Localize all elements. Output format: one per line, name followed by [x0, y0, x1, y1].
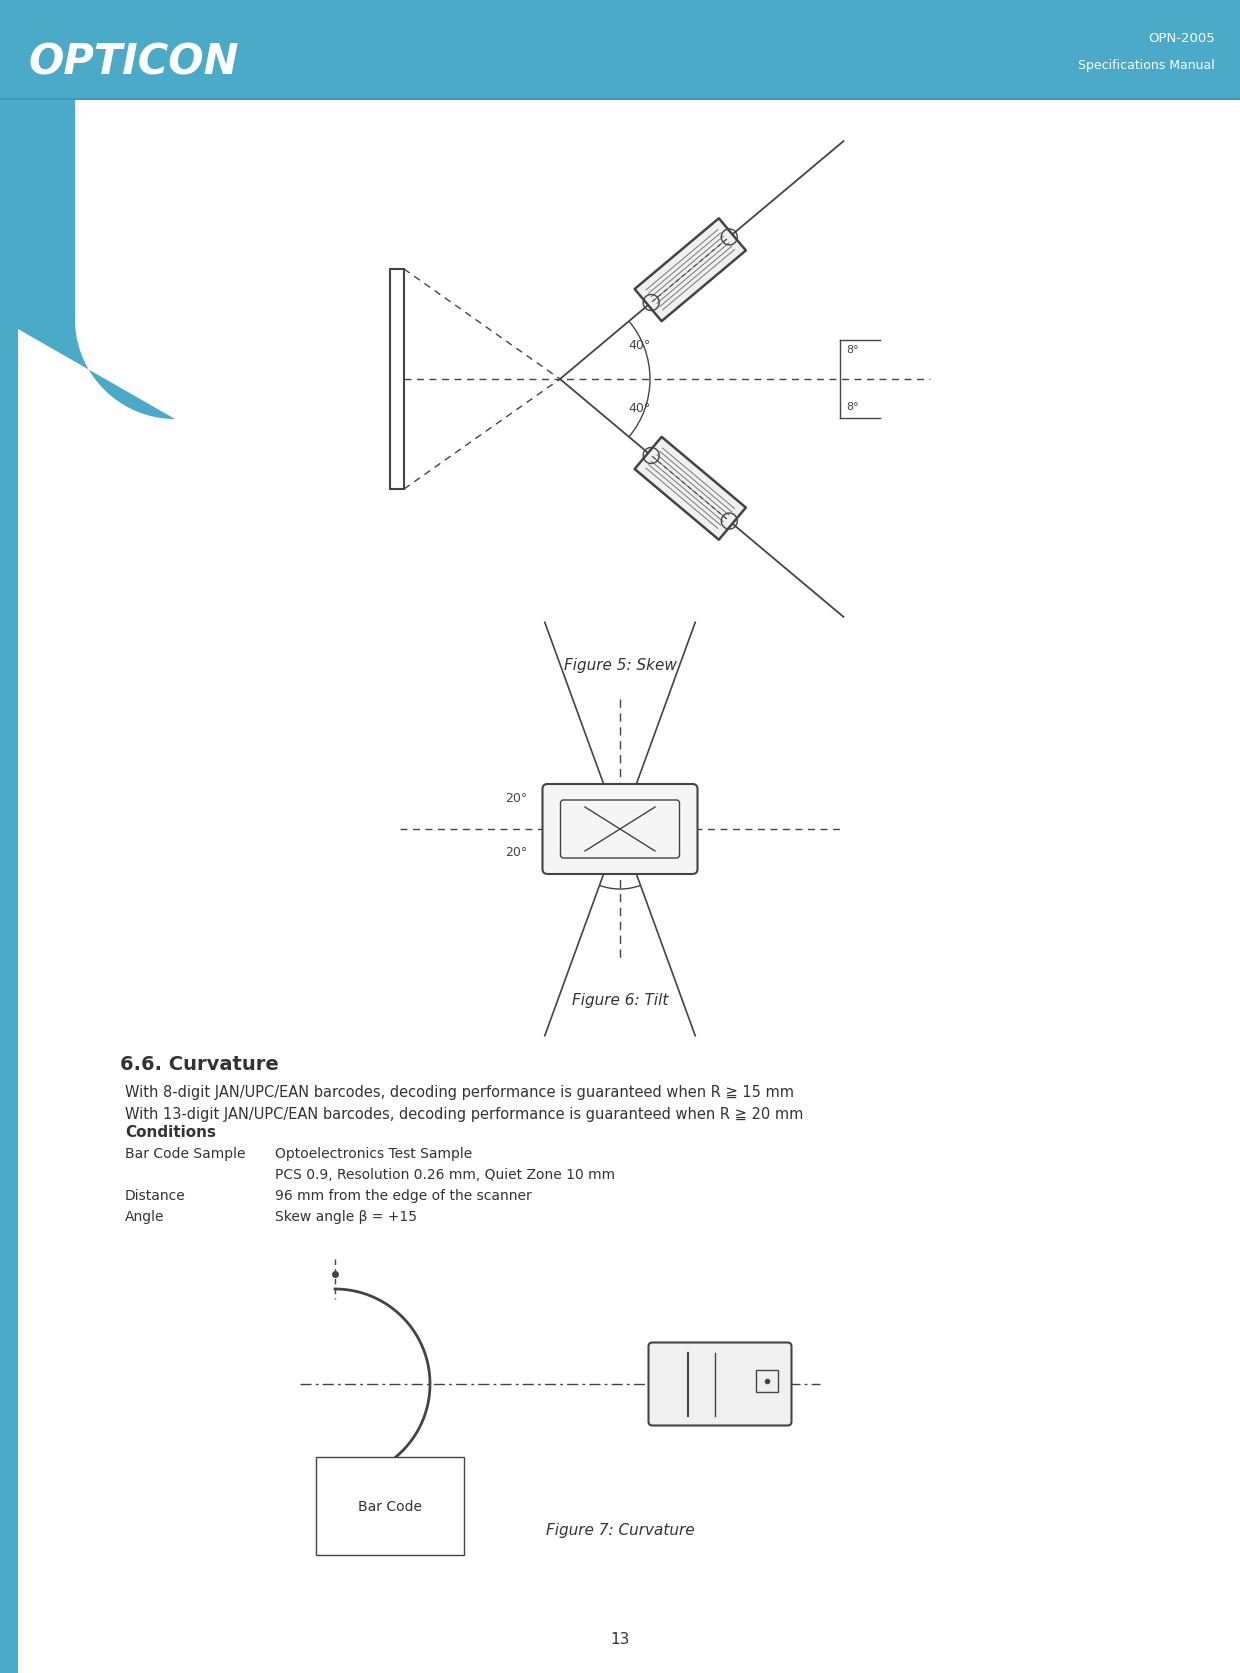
- Text: 8°: 8°: [846, 402, 858, 412]
- Text: Skew angle β = +15: Skew angle β = +15: [275, 1210, 417, 1223]
- Bar: [0, 1051, 19, 1077]
- Bar: [0, 375, 19, 402]
- Bar: [391, 269, 404, 490]
- Bar: [0, 1511, 19, 1537]
- Polygon shape: [635, 438, 745, 540]
- Text: Specifications Manual: Specifications Manual: [1079, 59, 1215, 72]
- Bar: [0, 888, 19, 915]
- Bar: [0, 1131, 19, 1159]
- Bar: [0, 1186, 19, 1213]
- Bar: [0, 1159, 19, 1186]
- Bar: [0, 835, 19, 862]
- Text: Angle: Angle: [125, 1210, 165, 1223]
- Text: With 13-digit JAN/UPC/EAN barcodes, decoding performance is guaranteed when R ≧ : With 13-digit JAN/UPC/EAN barcodes, deco…: [125, 1106, 804, 1121]
- Bar: [0, 1213, 19, 1240]
- Bar: [0, 564, 19, 591]
- Bar: [0, 100, 74, 320]
- Bar: [0, 726, 19, 753]
- Bar: [0, 428, 19, 455]
- Bar: [0, 1266, 19, 1295]
- Bar: [0, 644, 19, 671]
- Polygon shape: [635, 219, 745, 321]
- Text: Distance: Distance: [125, 1188, 186, 1203]
- Text: 40°: 40°: [627, 338, 650, 351]
- Bar: [0, 699, 19, 726]
- Bar: [0, 997, 19, 1024]
- Bar: [0, 915, 19, 942]
- Text: 20°: 20°: [505, 845, 527, 858]
- Bar: [0, 942, 19, 969]
- Bar: [0, 1564, 19, 1591]
- Bar: [0, 753, 19, 780]
- Bar: [755, 1370, 777, 1392]
- Bar: [0, 1375, 19, 1402]
- Bar: [0, 1457, 19, 1484]
- Bar: [0, 617, 19, 644]
- Bar: [0, 1537, 19, 1564]
- Text: 40°: 40°: [627, 402, 650, 415]
- Bar: [0, 1322, 19, 1348]
- Text: Optoelectronics Test Sample: Optoelectronics Test Sample: [275, 1146, 472, 1161]
- Text: OPTICON: OPTICON: [29, 40, 238, 84]
- Text: 8°: 8°: [846, 345, 858, 355]
- Bar: [0, 671, 19, 699]
- Bar: [0, 862, 19, 888]
- Text: With 8-digit JAN/UPC/EAN barcodes, decoding performance is guaranteed when R ≧ 1: With 8-digit JAN/UPC/EAN barcodes, decod…: [125, 1084, 794, 1099]
- Text: OPN-2005: OPN-2005: [1148, 32, 1215, 45]
- Text: PCS 0.9, Resolution 0.26 mm, Quiet Zone 10 mm: PCS 0.9, Resolution 0.26 mm, Quiet Zone …: [275, 1168, 615, 1181]
- Text: 20°: 20°: [505, 791, 527, 805]
- Text: Bar Code: Bar Code: [358, 1499, 422, 1512]
- Bar: [0, 482, 19, 509]
- Bar: [0, 969, 19, 997]
- Bar: [0, 1484, 19, 1511]
- Bar: [0, 346, 19, 375]
- Bar: [0, 455, 19, 482]
- Bar: [0, 780, 19, 806]
- Bar: [0, 0, 1240, 100]
- Bar: [0, 1591, 19, 1619]
- Text: Figure 7: Curvature: Figure 7: Curvature: [546, 1521, 694, 1536]
- Bar: [0, 509, 19, 537]
- Bar: [0, 1402, 19, 1429]
- Bar: [0, 1619, 19, 1646]
- FancyBboxPatch shape: [543, 785, 697, 875]
- Bar: [0, 1429, 19, 1457]
- Text: 6.6. Curvature: 6.6. Curvature: [120, 1054, 279, 1074]
- Bar: [0, 1348, 19, 1375]
- Bar: [0, 402, 19, 428]
- Text: Bar Code Sample: Bar Code Sample: [125, 1146, 246, 1161]
- Polygon shape: [0, 100, 175, 1673]
- Text: 96 mm from the edge of the scanner: 96 mm from the edge of the scanner: [275, 1188, 532, 1203]
- Bar: [0, 320, 19, 346]
- Text: Conditions: Conditions: [125, 1124, 216, 1139]
- Bar: [0, 1104, 19, 1131]
- Bar: [0, 537, 19, 564]
- Bar: [0, 1024, 19, 1051]
- Bar: [0, 1077, 19, 1104]
- Text: Figure 5: Skew: Figure 5: Skew: [563, 657, 677, 673]
- Bar: [0, 591, 19, 617]
- Text: Figure 6: Tilt: Figure 6: Tilt: [572, 992, 668, 1007]
- FancyBboxPatch shape: [649, 1343, 791, 1425]
- Bar: [0, 1295, 19, 1322]
- Bar: [0, 806, 19, 835]
- Bar: [0, 1646, 19, 1673]
- Text: 13: 13: [610, 1631, 630, 1646]
- Bar: [0, 1240, 19, 1266]
